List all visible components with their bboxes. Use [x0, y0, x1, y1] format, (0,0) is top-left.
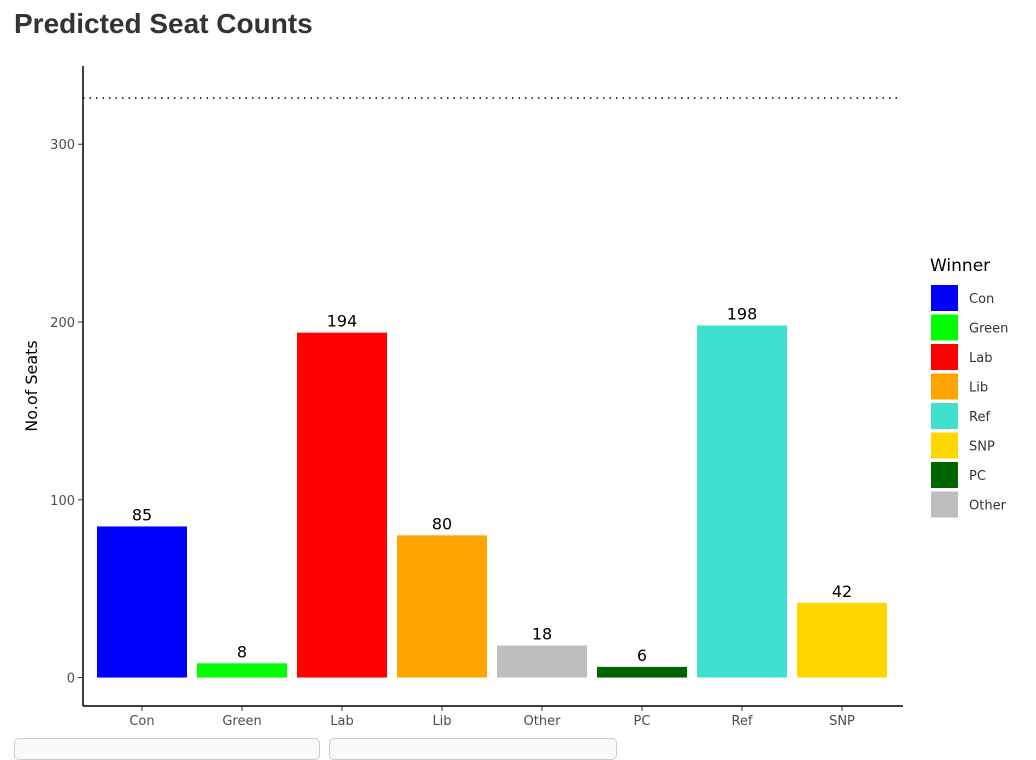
bar-lib — [397, 535, 487, 678]
legend-label: Lab — [969, 351, 992, 366]
legend-label: PC — [969, 469, 986, 484]
legend-swatch — [931, 462, 958, 488]
legend-title: Winner — [930, 256, 990, 276]
page-title: Predicted Seat Counts — [14, 8, 313, 39]
bar-con — [97, 526, 187, 678]
data-label: 85 — [132, 505, 152, 524]
bar-snp — [797, 602, 887, 678]
y-axis-label: No.of Seats — [22, 340, 41, 431]
bar-other — [497, 645, 587, 678]
data-label: 80 — [432, 514, 452, 533]
control-panel-stub[interactable] — [14, 738, 320, 760]
legend-swatch — [931, 373, 958, 400]
legend-swatch — [931, 344, 958, 370]
data-label: 42 — [832, 582, 852, 601]
bar-lab — [297, 332, 387, 678]
y-tick-label: 100 — [50, 494, 75, 509]
data-label: 6 — [637, 646, 647, 665]
x-tick-label: Lib — [432, 714, 451, 729]
x-tick-label: Ref — [731, 714, 752, 729]
x-tick-label: Other — [524, 714, 562, 729]
data-label: 18 — [532, 625, 552, 644]
data-label: 194 — [327, 312, 358, 331]
x-tick-label: Lab — [330, 714, 353, 729]
x-tick-label: Con — [129, 714, 154, 729]
bar-chart: 85 Con 8 Green 194 Lab 80 Lib 18 Other 6 PC 198 Ref 42… — [22, 66, 1008, 729]
y-tick-label: 0 — [67, 672, 75, 687]
x-tick-label: PC — [634, 714, 651, 729]
x-tick-label: Green — [222, 714, 261, 729]
legend-swatch — [931, 432, 958, 459]
legend-swatch — [931, 491, 958, 518]
control-panel-stub[interactable] — [329, 738, 617, 760]
legend-label: Other — [969, 499, 1007, 514]
legend-label: Lib — [969, 381, 988, 396]
bar-pc — [597, 666, 687, 678]
y-tick-label: 200 — [50, 316, 75, 331]
y-tick-label: 300 — [50, 138, 75, 153]
legend-label: Ref — [969, 410, 990, 425]
data-label: 8 — [237, 642, 247, 661]
legend-label: SNP — [969, 440, 995, 455]
bar-green — [197, 663, 287, 678]
data-label: 198 — [727, 305, 758, 324]
bar-ref — [697, 325, 787, 678]
legend-swatch — [931, 285, 958, 311]
legend-swatch — [931, 403, 958, 429]
x-tick-label: SNP — [829, 714, 855, 729]
legend-label: Green — [969, 322, 1008, 337]
legend-swatch — [931, 314, 958, 341]
legend-label: Con — [969, 292, 994, 307]
